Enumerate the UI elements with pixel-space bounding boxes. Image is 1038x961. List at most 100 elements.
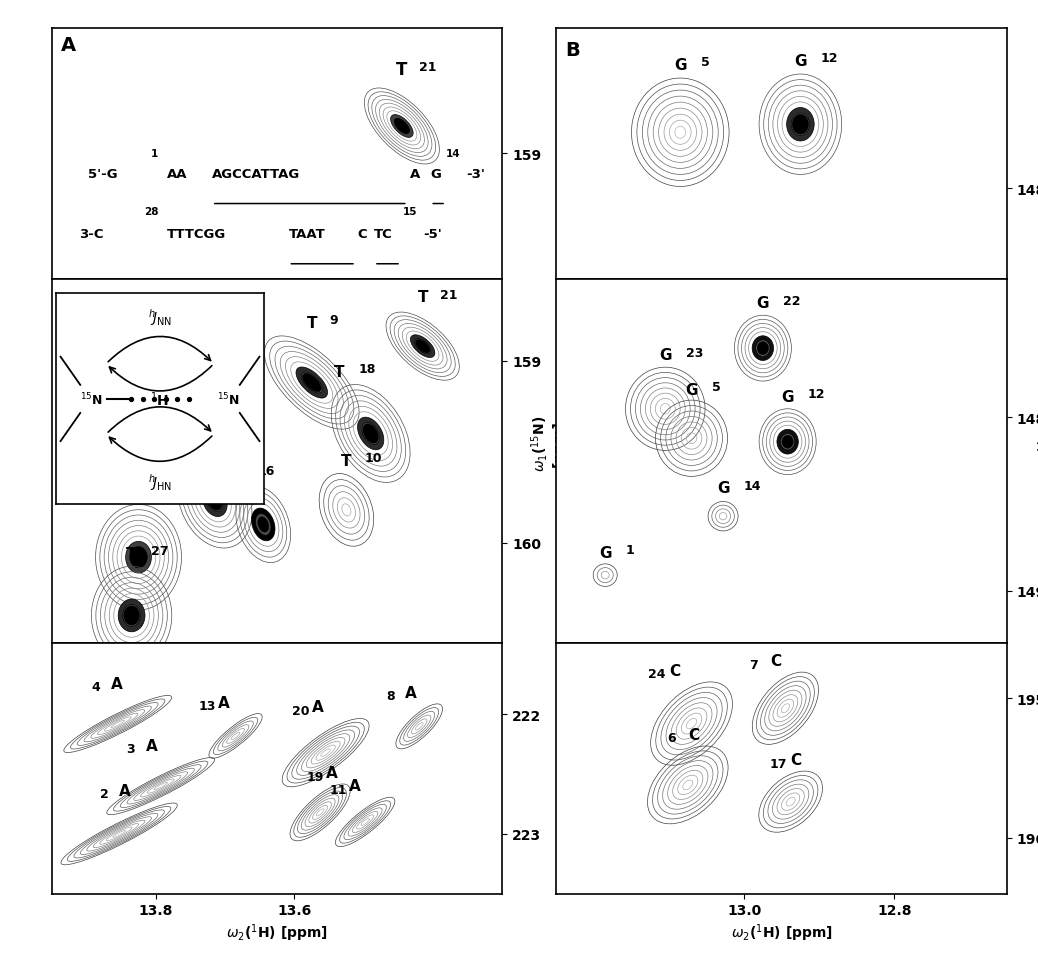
Ellipse shape (130, 547, 147, 568)
Ellipse shape (796, 119, 805, 131)
Ellipse shape (394, 119, 409, 135)
Ellipse shape (782, 435, 793, 449)
Text: 26: 26 (235, 431, 251, 445)
Text: G: G (685, 382, 698, 397)
Text: 21: 21 (419, 62, 437, 74)
Text: 8: 8 (386, 690, 394, 702)
Ellipse shape (202, 485, 227, 517)
Text: 9: 9 (330, 314, 338, 327)
Text: 3-C: 3-C (79, 228, 104, 241)
Text: C: C (670, 663, 680, 678)
Text: 11: 11 (329, 783, 347, 796)
Ellipse shape (390, 115, 413, 138)
Ellipse shape (208, 492, 222, 510)
Text: 19: 19 (306, 770, 324, 782)
Ellipse shape (127, 610, 136, 621)
Ellipse shape (776, 430, 798, 455)
Text: C: C (770, 653, 782, 668)
Ellipse shape (257, 517, 269, 532)
Text: 25: 25 (158, 482, 175, 496)
Ellipse shape (792, 115, 809, 136)
Text: T: T (306, 315, 317, 331)
Ellipse shape (362, 423, 380, 445)
Ellipse shape (791, 114, 810, 136)
Text: G: G (757, 296, 769, 310)
Text: G: G (794, 54, 807, 69)
X-axis label: $\omega_2$($^1$H) [ppm]: $\omega_2$($^1$H) [ppm] (731, 922, 832, 943)
Ellipse shape (260, 520, 267, 530)
Ellipse shape (415, 340, 430, 354)
Text: G: G (659, 348, 672, 362)
Text: 14: 14 (743, 480, 761, 492)
Ellipse shape (784, 438, 791, 446)
Text: 14: 14 (446, 149, 461, 160)
Text: 28: 28 (144, 207, 159, 217)
Text: G: G (431, 168, 441, 181)
Text: B: B (566, 41, 580, 61)
Text: TC: TC (374, 228, 392, 241)
Text: 12: 12 (821, 52, 838, 65)
Text: G: G (782, 389, 794, 405)
Text: T: T (127, 546, 137, 561)
Ellipse shape (753, 336, 773, 361)
Text: 12: 12 (808, 387, 825, 401)
Ellipse shape (118, 600, 145, 632)
Text: C: C (688, 727, 699, 742)
Ellipse shape (134, 553, 143, 563)
Ellipse shape (414, 339, 431, 355)
Text: 24: 24 (648, 668, 665, 680)
Ellipse shape (126, 542, 152, 574)
Ellipse shape (306, 378, 317, 388)
Text: T: T (342, 454, 352, 469)
Ellipse shape (124, 606, 140, 626)
Text: 3: 3 (126, 742, 135, 755)
Text: 21: 21 (440, 288, 458, 302)
Text: 22: 22 (783, 294, 800, 308)
Ellipse shape (130, 547, 147, 568)
Ellipse shape (787, 109, 814, 142)
Text: 27: 27 (151, 545, 168, 557)
Ellipse shape (366, 429, 375, 439)
Ellipse shape (410, 335, 435, 358)
Text: 17: 17 (769, 757, 787, 770)
Text: A: A (61, 37, 76, 56)
Text: 23: 23 (685, 346, 703, 359)
Ellipse shape (757, 342, 768, 356)
Text: $\omega_1$
[ppm]: $\omega_1$ [ppm] (1037, 420, 1038, 466)
Text: A: A (145, 738, 157, 752)
Text: AA: AA (167, 168, 187, 181)
Ellipse shape (207, 491, 223, 512)
Ellipse shape (357, 418, 384, 451)
Text: T: T (210, 433, 220, 449)
Text: 4: 4 (91, 680, 100, 693)
Text: TAAT: TAAT (289, 228, 325, 241)
Text: 5: 5 (701, 56, 709, 69)
Text: T: T (397, 61, 408, 79)
Ellipse shape (394, 119, 409, 135)
Text: 13: 13 (199, 700, 216, 712)
Text: 7: 7 (749, 658, 758, 671)
Text: A: A (218, 695, 230, 710)
Text: -3': -3' (466, 168, 485, 181)
Text: C: C (791, 752, 801, 767)
Text: 16: 16 (257, 465, 275, 478)
Text: G: G (674, 58, 686, 73)
Text: TTTCGG: TTTCGG (167, 228, 226, 241)
Ellipse shape (760, 345, 766, 353)
Ellipse shape (122, 604, 140, 627)
Text: A: A (326, 765, 337, 780)
Ellipse shape (301, 373, 322, 393)
Text: 6: 6 (666, 731, 676, 745)
Ellipse shape (211, 496, 219, 506)
Text: A: A (311, 700, 324, 715)
Text: A: A (119, 783, 131, 799)
Ellipse shape (296, 368, 328, 399)
Text: 20: 20 (293, 704, 310, 717)
Text: $\omega_1$($^{15}$N)
[ppm]: $\omega_1$($^{15}$N) [ppm] (528, 415, 566, 471)
Ellipse shape (418, 343, 427, 351)
Ellipse shape (363, 424, 379, 444)
Text: 5'-G: 5'-G (88, 168, 117, 181)
Text: T: T (234, 466, 244, 481)
Text: G: G (717, 480, 730, 496)
Text: A: A (410, 168, 420, 181)
